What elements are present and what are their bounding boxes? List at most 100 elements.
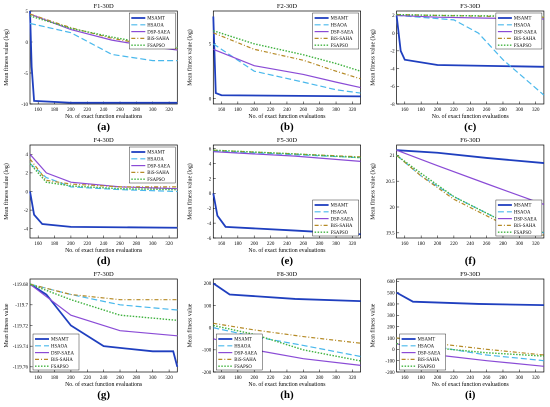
legend-label: MSAMT xyxy=(514,204,532,209)
x-tick-label: 320 xyxy=(349,376,357,381)
legend-label: FSAPSO xyxy=(331,231,349,236)
series-line xyxy=(213,322,361,344)
x-tick-label: 300 xyxy=(149,376,157,381)
y-tick-label: -119.76 xyxy=(13,366,29,371)
legend-label: DSP-SAEA xyxy=(514,217,537,222)
legend-label: BiS-SAHA xyxy=(331,224,353,229)
y-tick-label: 0 xyxy=(209,97,212,102)
legend-label: BiS-SAHA xyxy=(418,358,440,363)
legend-label: DSP-SAEA xyxy=(331,217,354,222)
legend-label: BiS-SAHA xyxy=(514,224,536,229)
y-tick-label: 20 xyxy=(390,206,396,211)
chart-title: F5-30D xyxy=(277,137,298,144)
legend-label: DSP-SAEA xyxy=(147,164,170,169)
x-tick-label: 180 xyxy=(417,376,425,381)
legend-label: MSAMT xyxy=(514,17,532,22)
legend-label: HSAOA xyxy=(234,345,251,350)
x-tick-label: 240 xyxy=(467,108,475,113)
x-tick-label: 300 xyxy=(516,242,524,247)
x-tick-label: 200 xyxy=(434,376,442,381)
y-tick-label: -6 xyxy=(207,237,212,242)
legend-label: BiS-SAHA xyxy=(234,358,256,363)
x-tick-label: 280 xyxy=(499,242,507,247)
x-tick-label: 220 xyxy=(84,242,92,247)
x-tick-label: 160 xyxy=(34,376,42,381)
x-tick-label: 220 xyxy=(267,376,275,381)
y-axis-label: Mean fitness value (log) xyxy=(3,29,10,86)
x-tick-label: 160 xyxy=(218,242,226,247)
x-tick-label: 160 xyxy=(401,376,409,381)
x-tick-label: 260 xyxy=(483,108,491,113)
legend-label: FSAPSO xyxy=(51,365,69,370)
x-tick-label: 240 xyxy=(283,242,291,247)
series-line xyxy=(29,283,178,322)
x-tick-label: 320 xyxy=(165,376,173,381)
legend-label: BiS-SAHA xyxy=(147,37,169,42)
panel-caption: (i) xyxy=(465,389,476,401)
y-tick-label: -6 xyxy=(390,85,395,90)
y-tick-label: 20.5 xyxy=(386,180,395,185)
x-tick-label: 200 xyxy=(250,108,258,113)
y-tick-label: 0 xyxy=(209,327,212,332)
y-axis-label: Mean fitness value xyxy=(186,303,193,347)
x-tick-label: 320 xyxy=(532,242,540,247)
y-tick-label: 0 xyxy=(26,41,29,46)
x-tick-label: 200 xyxy=(250,376,258,381)
x-axis-label: No. of exact function evaluations xyxy=(65,247,143,254)
legend-label: FSAPSO xyxy=(514,231,532,236)
x-tick-label: 220 xyxy=(267,242,275,247)
chart-title: F6-30D xyxy=(460,137,481,144)
chart-title: F8-30D xyxy=(277,271,298,278)
x-tick-label: 220 xyxy=(84,376,92,381)
y-tick-label: 100 xyxy=(204,304,212,309)
y-axis-label: Mean fitness value xyxy=(370,303,377,347)
legend-label: HSAOA xyxy=(514,211,531,216)
series-line xyxy=(29,10,178,104)
series-line xyxy=(212,43,361,94)
y-tick-label: -8 xyxy=(390,103,395,108)
x-tick-label: 240 xyxy=(283,108,291,113)
y-tick-label: 0 xyxy=(209,192,212,197)
y-axis-label: Mean fitness value (log) xyxy=(370,163,377,220)
legend-label: FSAPSO xyxy=(234,365,252,370)
y-tick-label: -4 xyxy=(390,67,395,72)
y-tick-label: 21 xyxy=(390,154,396,159)
x-tick-label: 220 xyxy=(450,108,458,113)
x-tick-label: 280 xyxy=(316,376,324,381)
x-tick-label: 200 xyxy=(67,108,75,113)
y-tick-label: 200 xyxy=(387,325,395,330)
series-line xyxy=(29,163,178,193)
legend-label: MSAMT xyxy=(147,151,165,156)
series-line xyxy=(396,14,545,96)
x-tick-label: 300 xyxy=(149,242,157,247)
y-tick-label: 2 xyxy=(209,177,212,182)
legend-label: BiS-SAHA xyxy=(147,171,169,176)
x-tick-label: 320 xyxy=(165,242,173,247)
y-tick-label: 19.5 xyxy=(386,232,395,237)
x-tick-label: 300 xyxy=(516,108,524,113)
x-tick-label: 180 xyxy=(234,108,242,113)
series-line xyxy=(29,283,178,337)
x-tick-label: 300 xyxy=(332,376,340,381)
x-axis-label: No. of exact function evaluations xyxy=(432,113,510,120)
y-axis-label: Mean fitness value (log) xyxy=(370,29,377,86)
legend-label: MSAMT xyxy=(418,338,436,343)
y-tick-label: -2 xyxy=(207,207,212,212)
x-tick-label: 280 xyxy=(499,376,507,381)
x-tick-label: 320 xyxy=(532,108,540,113)
legend-label: MSAMT xyxy=(147,17,165,22)
y-tick-label: -4 xyxy=(24,228,29,233)
legend-label: HSAOA xyxy=(331,24,348,29)
panel-caption: (a) xyxy=(97,121,110,133)
y-tick-label: 2 xyxy=(392,14,395,19)
legend-label: DSP-SAEA xyxy=(514,30,537,35)
legend-label: HSAOA xyxy=(418,345,435,350)
x-tick-label: 180 xyxy=(51,108,59,113)
legend-label: MSAMT xyxy=(331,17,349,22)
legend-label: FSAPSO xyxy=(147,44,165,49)
legend-label: HSAOA xyxy=(147,24,164,29)
